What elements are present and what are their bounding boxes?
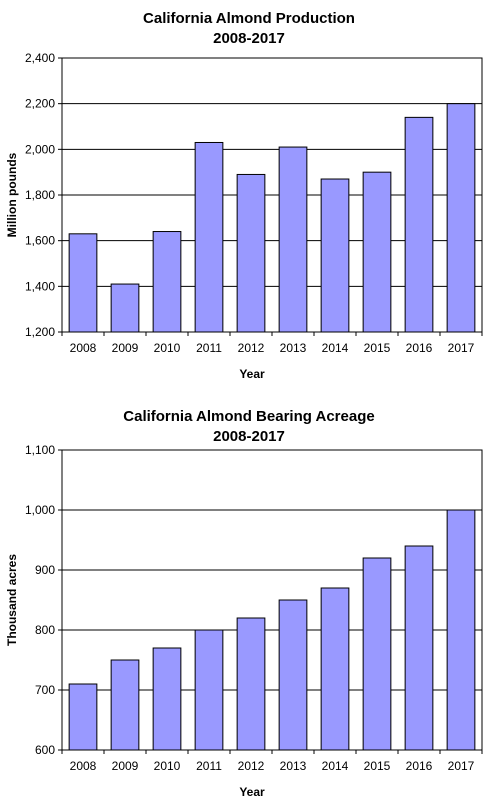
x-tick-label: 2014 bbox=[322, 759, 349, 773]
x-tick-label: 2016 bbox=[406, 759, 433, 773]
bar bbox=[362, 557, 392, 751]
bar bbox=[236, 173, 266, 333]
y-axis-title: Million pounds bbox=[5, 152, 19, 237]
bar bbox=[152, 231, 182, 333]
x-tick-label: 2009 bbox=[112, 759, 139, 773]
bar bbox=[110, 283, 140, 333]
bar bbox=[152, 647, 182, 751]
y-tick-label: 2,000 bbox=[25, 142, 55, 156]
y-tick-label: 1,600 bbox=[25, 234, 55, 248]
x-tick-label: 2011 bbox=[196, 341, 222, 355]
y-tick-label: 1,200 bbox=[25, 325, 55, 339]
chart-title: California Almond Production bbox=[143, 10, 355, 27]
x-tick-label: 2010 bbox=[154, 341, 181, 355]
x-tick-label: 2016 bbox=[406, 341, 433, 355]
y-tick-label: 2,200 bbox=[25, 97, 55, 111]
acreage-chart: California Almond Bearing Acreage 2008-2… bbox=[0, 400, 498, 804]
x-tick-label: 2008 bbox=[70, 341, 97, 355]
x-axis-title: Year bbox=[239, 785, 265, 799]
bar bbox=[194, 141, 224, 333]
x-tick-label: 2015 bbox=[364, 759, 391, 773]
y-tick-label: 1,400 bbox=[25, 279, 55, 293]
x-tick-label: 2013 bbox=[280, 759, 307, 773]
bar bbox=[446, 103, 476, 333]
production-chart: California Almond Production 2008-2017 1… bbox=[0, 0, 498, 392]
x-tick-label: 2010 bbox=[154, 759, 181, 773]
bar bbox=[278, 146, 308, 333]
y-tick-label: 800 bbox=[35, 623, 55, 637]
chart-subtitle: 2008-2017 bbox=[213, 30, 285, 47]
y-tick-label: 600 bbox=[35, 743, 55, 757]
production-plot: 1,200 1,400 1,600 1,800 2,000 2,200 2,400 2008 2… bbox=[5, 51, 483, 381]
y-axis-title: Thousand acres bbox=[5, 554, 19, 646]
chart-title: California Almond Bearing Acreage bbox=[123, 408, 375, 425]
acreage-plot: 600 700 800 900 1,000 1,100 2008 2009 2010 2011 20… bbox=[5, 443, 483, 799]
bar bbox=[194, 629, 224, 751]
bar bbox=[320, 178, 350, 333]
y-tick-label: 1,800 bbox=[25, 188, 55, 202]
chart-subtitle: 2008-2017 bbox=[213, 428, 285, 445]
x-tick-label: 2011 bbox=[196, 759, 222, 773]
bar bbox=[404, 545, 434, 751]
x-tick-label: 2012 bbox=[238, 341, 265, 355]
y-tick-label: 2,400 bbox=[25, 51, 55, 65]
x-tick-label: 2015 bbox=[364, 341, 391, 355]
y-tick-label: 900 bbox=[35, 563, 55, 577]
bar bbox=[68, 233, 98, 333]
x-tick-label: 2009 bbox=[112, 341, 139, 355]
x-tick-label: 2017 bbox=[448, 759, 475, 773]
bar bbox=[320, 587, 350, 751]
y-tick-label: 1,100 bbox=[25, 443, 55, 457]
bar bbox=[362, 171, 392, 333]
x-tick-label: 2008 bbox=[70, 759, 97, 773]
bar bbox=[68, 683, 98, 751]
x-tick-label: 2014 bbox=[322, 341, 349, 355]
x-tick-label: 2012 bbox=[238, 759, 265, 773]
bar bbox=[404, 116, 434, 333]
x-axis-title: Year bbox=[239, 367, 265, 381]
bar bbox=[236, 617, 266, 751]
bar bbox=[278, 599, 308, 751]
bar bbox=[446, 509, 476, 751]
x-tick-label: 2017 bbox=[448, 341, 475, 355]
y-tick-label: 1,000 bbox=[25, 503, 55, 517]
x-tick-label: 2013 bbox=[280, 341, 307, 355]
bar bbox=[110, 659, 140, 751]
y-tick-label: 700 bbox=[35, 683, 55, 697]
